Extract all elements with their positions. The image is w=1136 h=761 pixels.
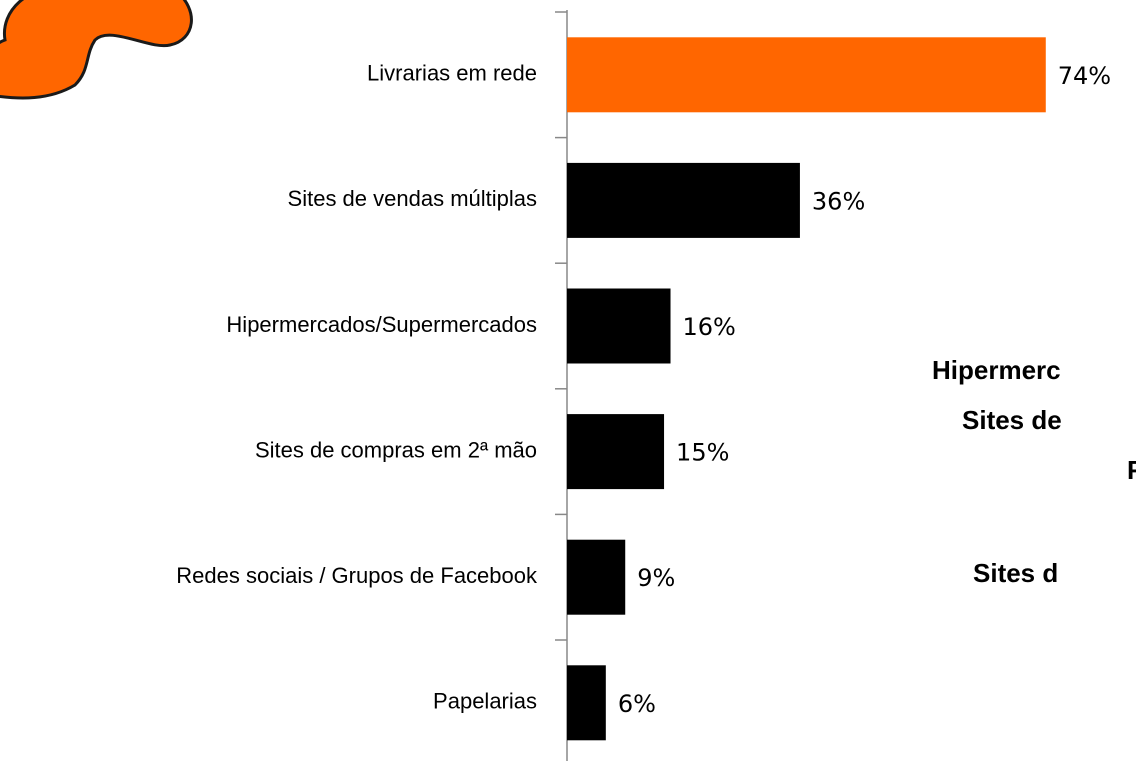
annotation: Sites de xyxy=(962,405,1062,435)
value-label: 36% xyxy=(812,187,865,215)
category-label: Sites de compras em 2ª mão xyxy=(255,437,537,462)
bar xyxy=(567,414,664,489)
category-label: Redes sociais / Grupos de Facebook xyxy=(176,563,538,588)
value-label: 9% xyxy=(637,564,675,592)
bar xyxy=(567,665,606,740)
bar xyxy=(567,37,1046,112)
chart: Livrarias em rede 74% Sites de vendas múlt… xyxy=(0,0,1136,761)
annotation: Hipermerc xyxy=(932,355,1061,385)
bar xyxy=(567,540,625,615)
category-label: Livrarias em rede xyxy=(367,61,537,86)
value-label: 15% xyxy=(676,439,729,467)
category-label: Papelarias xyxy=(433,689,537,714)
annotation: Sites d xyxy=(973,558,1058,588)
annotation: F xyxy=(1127,455,1136,485)
cloud-shape xyxy=(0,0,191,98)
value-label: 74% xyxy=(1058,62,1111,90)
category-label: Sites de vendas múltiplas xyxy=(288,186,537,211)
value-label: 6% xyxy=(618,690,656,718)
value-label: 16% xyxy=(683,313,736,341)
bar xyxy=(567,163,800,238)
category-label: Hipermercados/Supermercados xyxy=(226,312,537,337)
bar xyxy=(567,289,671,364)
